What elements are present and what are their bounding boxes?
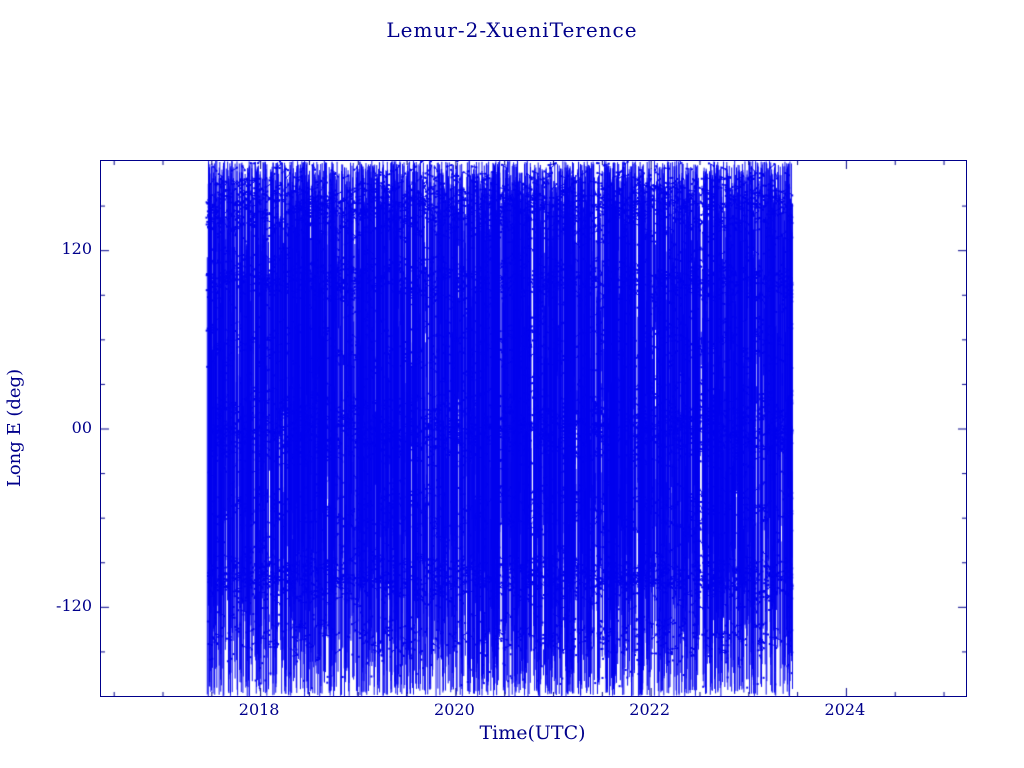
plot-canvas bbox=[101, 161, 966, 696]
x-tick-label: 2020 bbox=[434, 700, 475, 719]
x-tick-label: 2022 bbox=[629, 700, 670, 719]
y-tick-label: 120 bbox=[61, 239, 92, 259]
x-axis-label: Time(UTC) bbox=[479, 722, 586, 744]
chart-title: Lemur-2-XueniTerence bbox=[386, 18, 638, 42]
y-tick-label: 00 bbox=[71, 417, 92, 437]
x-tick-label: 2018 bbox=[238, 700, 280, 719]
plot-area bbox=[100, 160, 967, 697]
y-tick-label: -120 bbox=[56, 595, 92, 615]
x-tick-label: 2024 bbox=[824, 700, 866, 719]
